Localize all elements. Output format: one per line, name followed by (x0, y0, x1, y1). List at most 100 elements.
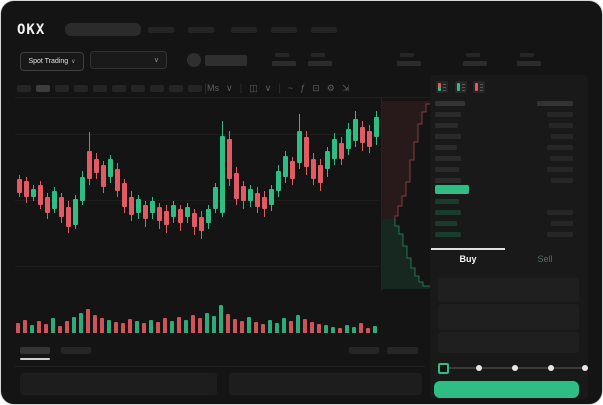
candle (157, 207, 162, 221)
timeframe-button[interactable] (112, 85, 126, 92)
slider-step-3[interactable] (512, 365, 518, 371)
bid-row-price[interactable] (435, 232, 461, 237)
candle (178, 209, 183, 223)
timeframe-button[interactable] (74, 85, 88, 92)
timeframe-button[interactable] (131, 85, 145, 92)
bottom-panel-left[interactable] (20, 373, 217, 395)
camera-icon[interactable]: ⊡ (312, 82, 320, 93)
sell-tab[interactable]: Sell (537, 254, 553, 264)
toolbar-divider (205, 83, 206, 94)
volume-bar (107, 320, 111, 333)
bottom-tab-extra-2[interactable] (387, 347, 418, 354)
slider-step-5[interactable] (582, 365, 588, 371)
ask-row-price[interactable] (435, 112, 461, 117)
timeframe-button[interactable] (36, 85, 50, 92)
bid-row-price[interactable] (435, 221, 457, 226)
volume-bar (30, 325, 34, 333)
ask-row-price[interactable] (435, 123, 458, 128)
bottom-tab-orders[interactable] (20, 347, 50, 354)
candle (276, 171, 281, 191)
indicators-icon[interactable]: ƒ (300, 83, 306, 93)
candle (290, 161, 295, 179)
order-form-field-1[interactable] (438, 278, 579, 302)
settings-icon[interactable]: ⚙ (326, 82, 335, 93)
timeframe-button[interactable] (17, 85, 31, 92)
volume-bar (170, 321, 174, 333)
candle (367, 131, 372, 147)
volume-bar (226, 314, 230, 333)
volume-bar (366, 328, 370, 333)
slider-step-2[interactable] (476, 365, 482, 371)
bottom-tab-history[interactable] (61, 347, 91, 354)
timeframe-button[interactable] (55, 85, 69, 92)
candle (360, 127, 365, 143)
nav-item[interactable] (311, 27, 337, 33)
bottom-tab-extra-1[interactable] (349, 347, 379, 354)
search-input[interactable] (65, 23, 141, 36)
candle (129, 197, 134, 215)
nav-item[interactable] (188, 27, 214, 33)
line-type-icon[interactable]: ~ (287, 83, 294, 93)
pair-selector-dropdown[interactable]: ∨ (90, 51, 167, 69)
orderbook-view-bids-icon[interactable] (455, 81, 467, 93)
timeframe-button[interactable] (169, 85, 183, 92)
bottom-panel-right[interactable] (229, 373, 422, 395)
order-form-field-3[interactable] (438, 332, 579, 353)
orderbook-view-combined-icon[interactable] (436, 81, 448, 93)
amount-slider[interactable] (440, 367, 582, 369)
candle (283, 156, 288, 177)
ask-row-price[interactable] (435, 178, 461, 183)
candle-style-icon[interactable]: ◫ (249, 82, 258, 93)
timeframe-button[interactable] (150, 85, 164, 92)
timeframe-button[interactable] (188, 85, 202, 92)
ask-row-price[interactable] (435, 167, 459, 172)
last-price-highlight[interactable] (435, 185, 469, 194)
interval-label[interactable]: Ms (207, 83, 219, 93)
nav-item[interactable] (148, 27, 174, 33)
candle (17, 179, 22, 193)
nav-item[interactable] (231, 27, 257, 33)
bid-row-price[interactable] (435, 210, 461, 215)
volume-bar (128, 319, 132, 333)
candle (185, 207, 190, 217)
volume-bar (191, 315, 195, 333)
candle (94, 159, 99, 173)
gridline (15, 200, 379, 201)
candle (213, 187, 218, 209)
market-type-dropdown[interactable]: Spot Trading ∨ (20, 52, 84, 71)
candle (206, 209, 211, 223)
volume-bar (121, 323, 125, 333)
ask-row-price[interactable] (435, 145, 457, 150)
volume-bar (100, 318, 104, 333)
candle (318, 165, 323, 183)
slider-step-1[interactable] (438, 363, 449, 374)
ask-row-price[interactable] (435, 134, 461, 139)
volume-bar (58, 326, 62, 333)
ask-row-amount (549, 123, 573, 128)
candle (143, 205, 148, 219)
timeframe-button[interactable] (93, 85, 107, 92)
chevron-down-icon[interactable]: ∨ (264, 82, 272, 93)
stat-value-placeholder (397, 61, 421, 66)
volume-bar (240, 321, 244, 333)
coin-avatar (187, 53, 201, 67)
ask-row-price[interactable] (435, 156, 461, 161)
bottom-divider (15, 366, 425, 367)
orderbook-view-asks-icon[interactable] (473, 81, 485, 93)
orderbook-header-right (537, 101, 573, 106)
buy-submit-button[interactable] (434, 381, 579, 398)
slider-step-4[interactable] (548, 365, 554, 371)
chevron-down-icon[interactable]: ∨ (226, 82, 233, 93)
order-form-field-2[interactable] (438, 304, 579, 330)
fullscreen-icon[interactable]: ⇲ (341, 82, 350, 93)
candle (136, 199, 141, 213)
buy-tab[interactable]: Buy (459, 254, 477, 264)
stat-label-placeholder (311, 53, 325, 57)
candle (45, 197, 50, 213)
bid-row-price[interactable] (435, 199, 459, 204)
volume-bar (219, 305, 223, 333)
volume-bar (93, 315, 97, 333)
nav-item[interactable] (271, 27, 297, 33)
candle (38, 185, 43, 205)
